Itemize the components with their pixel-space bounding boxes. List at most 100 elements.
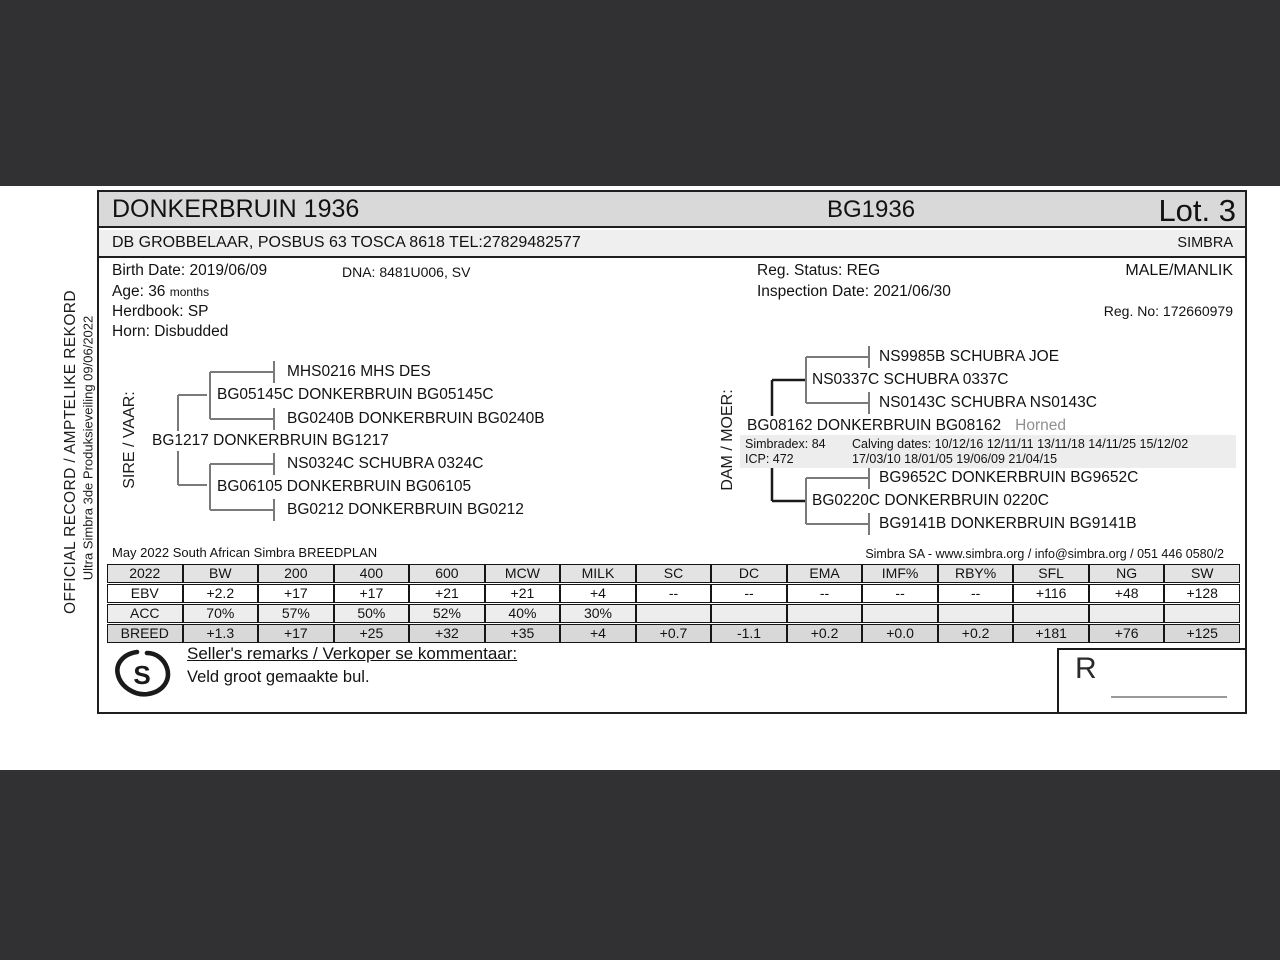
column-header: SC <box>635 564 712 583</box>
margin-note-official-record: OFFICIAL RECORD / AMPTELIKE REKORD <box>62 290 79 614</box>
sire-grandparent-0: MHS0216 MHS DES <box>285 362 433 382</box>
dam-stats-strip: Simbradex: 84 ICP: 472 Calving dates: 10… <box>740 435 1236 468</box>
currency-label: R <box>1075 652 1097 685</box>
dam-icp: ICP: 472 <box>745 452 794 466</box>
column-header: SW <box>1164 564 1240 583</box>
table-cell: +1.3 <box>182 624 259 643</box>
stud-logo-icon: S <box>115 649 171 697</box>
table-cell: 52% <box>409 604 485 623</box>
breedplan-table: 2022 BW 200 400 600 MCW MILK SC DC EMA IMF% RBY% SFL… <box>107 563 1240 644</box>
column-header: MILK <box>560 564 636 583</box>
remarks-title: Seller's remarks / Verkoper se kommentaa… <box>187 644 518 663</box>
sire-name: BG1217 DONKERBRUIN BG1217 <box>150 431 391 451</box>
table-header-row: 2022 BW 200 400 600 MCW MILK SC DC EMA IMF% RBY% SFL… <box>107 564 1240 583</box>
dam-parent-1: BG0220C DONKERBRUIN 0220C <box>810 491 1051 511</box>
table-cell: +125 <box>1164 624 1240 643</box>
table-cell: 50% <box>333 604 410 623</box>
herdbook: Herdbook: SP <box>112 303 209 320</box>
table-cell: +76 <box>1088 624 1165 643</box>
dam-horn-status: Horned <box>1015 417 1066 434</box>
table-cell <box>1164 604 1240 623</box>
table-cell: 70% <box>182 604 259 623</box>
column-header: MCW <box>484 564 561 583</box>
table-cell <box>1013 604 1089 623</box>
table-cell <box>862 604 938 623</box>
remarks-text: Veld groot gemaakte bul. <box>187 668 370 686</box>
sex: MALE/MANLIK <box>1125 262 1233 279</box>
column-header: BW <box>182 564 259 583</box>
breedplan-caption: May 2022 South African Simbra BREEDPLAN <box>112 545 378 560</box>
age-unit: months <box>169 285 210 299</box>
horn-status: Horn: Disbudded <box>112 323 229 340</box>
dam-parent-0: NS0337C SCHUBRA 0337C <box>810 370 1011 390</box>
table-row: BREED +1.3 +17 +25 +32 +35 +4 +0.7 -1.1 +0.2 +0.0 +… <box>107 624 1240 643</box>
inspection-date: Inspection Date: 2021/06/30 <box>757 283 951 300</box>
dam-grandparent-0: NS9985B SCHUBRA JOE <box>877 347 1062 367</box>
age: Age: 36 months <box>112 283 209 301</box>
table-cell: +17 <box>333 584 410 603</box>
dam-calving-dates-1: Calving dates: 10/12/16 12/11/11 13/11/1… <box>852 437 1189 451</box>
table-cell: +116 <box>1013 584 1089 603</box>
animal-tag: BG1936 <box>827 196 916 223</box>
table-cell: +0.2 <box>786 624 863 643</box>
birth-date: Birth Date: 2019/06/09 <box>112 262 268 279</box>
column-header: IMF% <box>862 564 938 583</box>
table-cell: +4 <box>560 624 636 643</box>
animal-name: DONKERBRUIN 1936 <box>112 195 360 223</box>
column-header: DC <box>711 564 787 583</box>
table-cell: -- <box>635 584 712 603</box>
pedigree-connector-lines <box>177 346 870 535</box>
sire-grandparent-3: BG0212 DONKERBRUIN BG0212 <box>285 500 526 520</box>
reg-status: Reg. Status: REG <box>757 262 881 279</box>
table-cell <box>1088 604 1165 623</box>
column-header: 200 <box>258 564 334 583</box>
column-header: RBY% <box>937 564 1014 583</box>
column-header: 2022 <box>107 564 183 583</box>
viewer-top-band <box>0 0 1280 186</box>
dam-simbradex: Simbradex: 84 <box>745 437 826 451</box>
table-cell: +21 <box>484 584 561 603</box>
catalog-card: DONKERBRUIN 1936 BG1936 Lot. 3 DB GROBBE… <box>97 190 1247 714</box>
table-cell: BREED <box>107 624 183 643</box>
dam-grandparent-1: NS0143C SCHUBRA NS0143C <box>877 393 1099 413</box>
margin-note-sale-event: Ultra Simbra 3de Produksieveiling 09/06/… <box>80 315 96 581</box>
table-cell: +48 <box>1088 584 1165 603</box>
dam-name-line: BG08162 DONKERBRUIN BG08162 Horned <box>745 416 1068 436</box>
table-cell: -- <box>862 584 938 603</box>
viewer-bottom-band <box>0 770 1280 960</box>
table-cell: ACC <box>107 604 183 623</box>
table-cell: 30% <box>560 604 636 623</box>
title-bar: DONKERBRUIN 1936 BG1936 Lot. 3 <box>99 192 1245 228</box>
reg-number: Reg. No: 172660979 <box>1103 303 1233 319</box>
table-cell: +181 <box>1013 624 1089 643</box>
table-cell: +2.2 <box>182 584 259 603</box>
simbra-contact-caption: Simbra SA - www.simbra.org / info@simbra… <box>865 547 1224 561</box>
table-cell: +17 <box>258 584 334 603</box>
table-cell: +0.0 <box>862 624 938 643</box>
table-cell: -- <box>937 584 1014 603</box>
table-cell: -- <box>711 584 787 603</box>
table-cell: +25 <box>333 624 410 643</box>
table-cell <box>711 604 787 623</box>
sire-grandparent-1: BG0240B DONKERBRUIN BG0240B <box>285 409 547 429</box>
table-cell: 40% <box>484 604 561 623</box>
dam-label: DAM / MOER: <box>719 389 736 491</box>
sire-parent-0: BG05145C DONKERBRUIN BG05145C <box>215 385 496 405</box>
seller-contact: DB GROBBELAAR, POSBUS 63 TOSCA 8618 TEL:… <box>112 234 581 251</box>
lot-number: Lot. 3 <box>1158 193 1236 228</box>
table-cell <box>635 604 712 623</box>
sire-label: SIRE / VAAR: <box>121 391 138 489</box>
sire-grandparent-2: NS0324C SCHUBRA 0324C <box>285 454 486 474</box>
table-row: EBV +2.2 +17 +17 +21 +21 +4 -- -- -- -- -- +116 +48 +1… <box>107 584 1240 603</box>
table-cell <box>937 604 1014 623</box>
table-cell: +128 <box>1164 584 1240 603</box>
table-cell: +4 <box>560 584 636 603</box>
column-header: 400 <box>333 564 410 583</box>
stud-logo-letter: S <box>133 660 150 690</box>
seller-bar: DB GROBBELAAR, POSBUS 63 TOSCA 8618 TEL:… <box>99 230 1245 258</box>
dam-grandparent-2: BG9652C DONKERBRUIN BG9652C <box>877 468 1141 488</box>
table-cell: +35 <box>484 624 561 643</box>
table-cell: +21 <box>409 584 485 603</box>
table-cell: EBV <box>107 584 183 603</box>
age-value: Age: 36 <box>112 283 166 300</box>
